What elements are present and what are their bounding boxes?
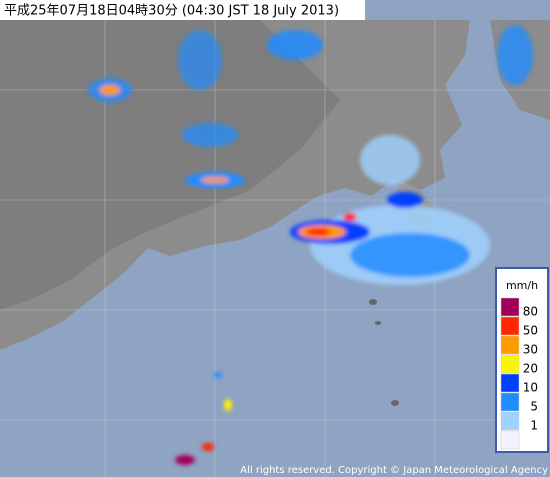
echo [100, 85, 120, 95]
echo [267, 30, 323, 60]
echo [178, 30, 222, 90]
echo [306, 228, 330, 236]
echo [360, 135, 420, 185]
echo [343, 213, 357, 221]
island [391, 400, 399, 406]
legend-unit: mm/h [506, 279, 538, 292]
legend-swatch [500, 392, 520, 412]
radar-echoes [88, 25, 533, 465]
legend-swatch [500, 297, 520, 317]
echo [214, 372, 222, 378]
legend-swatch [500, 316, 520, 336]
echo [497, 25, 533, 85]
echo [350, 233, 470, 277]
echo [202, 443, 214, 451]
echo [387, 192, 423, 208]
title: 平成25年07月18日04時30分 (04:30 JST 18 July 201… [4, 4, 339, 19]
legend-label: 10 [523, 381, 538, 395]
legend-swatch [500, 373, 520, 393]
echo [175, 455, 195, 465]
legend-label: 1 [530, 419, 538, 433]
legend-label: 20 [523, 362, 538, 376]
legend-swatch [500, 411, 520, 431]
legend-label: 50 [523, 324, 538, 338]
copyright: All rights reserved. Copyright © Japan M… [240, 465, 548, 476]
legend-swatch [500, 335, 520, 355]
mountains [0, 20, 340, 310]
island [369, 299, 377, 305]
echo [201, 177, 229, 183]
echo [224, 399, 232, 411]
title-bar [0, 0, 365, 20]
echo [182, 123, 238, 147]
legend-label: 80 [523, 305, 538, 319]
island [375, 321, 381, 325]
legend-swatch [500, 354, 520, 374]
legend-swatch [500, 430, 520, 450]
legend-label: 30 [523, 343, 538, 357]
legend-label: 5 [530, 400, 538, 414]
